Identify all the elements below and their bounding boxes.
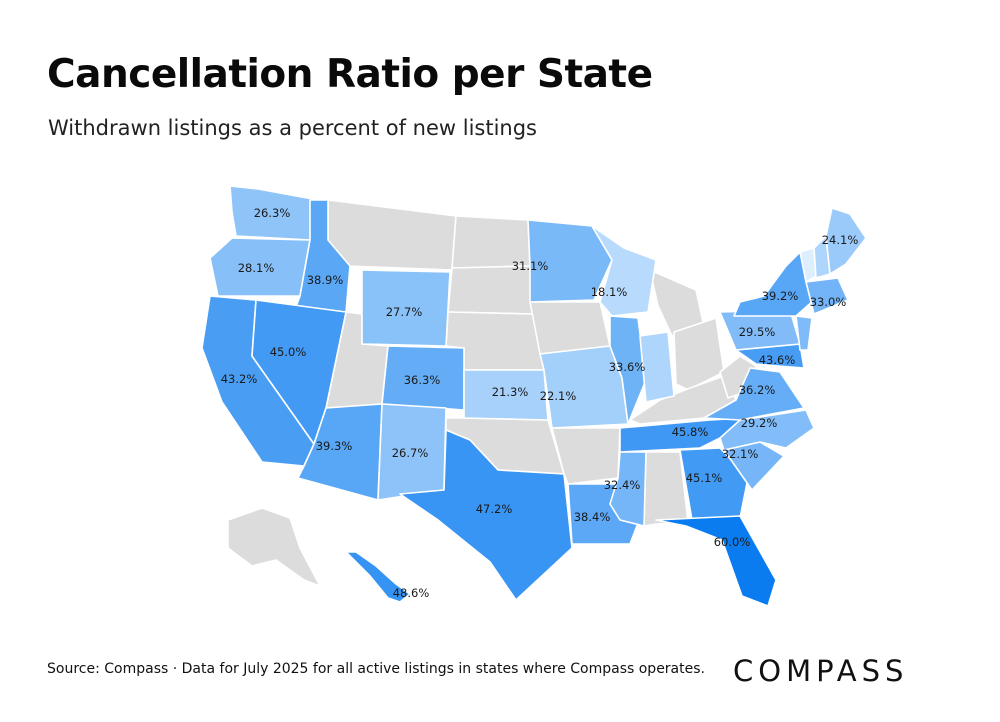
state-label-ny: 39.2% — [762, 289, 799, 303]
state-label-pa: 29.5% — [739, 325, 776, 339]
compass-logo: COMPASS — [733, 654, 908, 688]
state-label-ga: 45.1% — [686, 471, 723, 485]
state-fl — [655, 515, 777, 607]
state-label-nm: 26.7% — [392, 446, 429, 460]
state-label-tx: 47.2% — [476, 502, 513, 516]
state-mt-no-data — [327, 199, 457, 271]
state-label-or: 28.1% — [238, 261, 275, 275]
state-ms — [609, 451, 647, 527]
state-va — [703, 367, 805, 421]
state-label-az: 39.3% — [316, 439, 353, 453]
state-hi — [345, 551, 411, 603]
chart-subtitle: Withdrawn listings as a percent of new l… — [48, 116, 537, 140]
state-tx — [399, 429, 573, 601]
state-label-sc: 32.1% — [722, 447, 759, 461]
state-label-il: 33.6% — [609, 360, 646, 374]
state-label-me: 24.1% — [822, 233, 859, 247]
state-label-ma: 33.0% — [810, 295, 847, 309]
state-il — [609, 315, 647, 425]
state-label-wa: 26.3% — [254, 206, 291, 220]
state-label-mn: 31.1% — [512, 259, 549, 273]
state-label-id: 38.9% — [307, 273, 344, 287]
state-wi — [591, 225, 657, 317]
state-label-la: 38.4% — [574, 510, 611, 524]
state-ar-no-data — [551, 427, 621, 485]
state-label-wi: 18.1% — [591, 285, 628, 299]
state-ak-no-data — [227, 507, 321, 587]
state-label-hi: 48.6% — [393, 586, 430, 600]
state-wy — [361, 269, 451, 347]
state-in — [639, 331, 675, 403]
state-ma — [805, 277, 849, 315]
compass-logo-text: COMPASS — [733, 654, 908, 688]
state-me — [825, 207, 867, 275]
state-label-nc: 29.2% — [741, 416, 778, 430]
state-label-fl: 60.0% — [714, 535, 751, 549]
source-note: Source: Compass · Data for July 2025 for… — [47, 661, 705, 677]
state-label-va: 36.2% — [739, 383, 776, 397]
state-ia-no-data — [529, 301, 611, 355]
state-label-ms: 32.4% — [604, 478, 641, 492]
state-label-md: 43.6% — [759, 353, 796, 367]
state-sd-no-data — [447, 265, 535, 315]
state-label-ca: 43.2% — [221, 372, 258, 386]
state-oh-no-data — [673, 317, 725, 391]
state-ks — [463, 369, 549, 421]
state-ga — [679, 447, 749, 521]
state-nj — [795, 315, 813, 351]
state-label-wy: 27.7% — [386, 305, 423, 319]
state-al-no-data — [643, 451, 689, 527]
state-label-nv: 45.0% — [270, 345, 307, 359]
state-label-mo: 22.1% — [540, 389, 577, 403]
state-label-ks: 21.3% — [492, 385, 529, 399]
state-label-tn: 45.8% — [672, 425, 709, 439]
state-label-co: 36.3% — [404, 373, 441, 387]
chart-title: Cancellation Ratio per State — [47, 52, 653, 97]
